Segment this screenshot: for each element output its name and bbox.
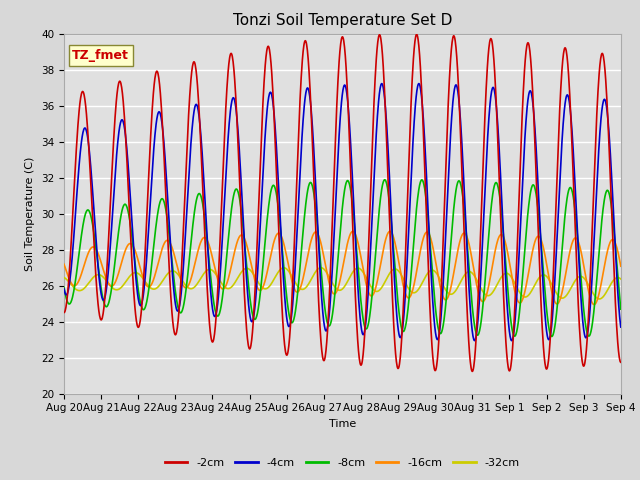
-4cm [415,81,422,86]
Line: -2cm: -2cm [64,35,621,372]
-2cm [429,358,437,363]
-2cm [502,345,510,350]
-32cm [429,267,437,273]
-16cm [246,257,254,263]
-16cm [170,252,178,258]
Text: TZ_fmet: TZ_fmet [72,49,129,62]
-32cm [617,276,625,282]
-8cm [184,271,191,277]
Line: -4cm: -4cm [64,84,621,341]
-8cm [552,320,559,325]
X-axis label: Time: Time [329,419,356,429]
-8cm [617,306,625,312]
-16cm [590,301,598,307]
-16cm [349,228,356,234]
-16cm [60,261,68,267]
-2cm [246,346,254,351]
-16cm [617,264,625,269]
-8cm [246,297,254,302]
-8cm [381,177,388,182]
-4cm [502,282,509,288]
-32cm [596,296,604,302]
-4cm [617,324,625,330]
-2cm [552,216,559,222]
-2cm [184,127,191,133]
-8cm [60,285,68,290]
-32cm [60,275,68,280]
Line: -16cm: -16cm [64,231,621,304]
-32cm [551,288,559,294]
-4cm [60,286,68,292]
-2cm [617,360,625,365]
-4cm [170,292,178,298]
-32cm [502,270,509,276]
-2cm [413,32,420,37]
-16cm [184,284,191,289]
-8cm [429,279,437,285]
-8cm [548,334,556,339]
-8cm [502,264,509,269]
-32cm [170,268,178,274]
-32cm [184,285,191,290]
-16cm [429,246,437,252]
-4cm [246,314,254,320]
-32cm [246,267,254,273]
-2cm [468,369,476,374]
-4cm [429,304,437,310]
-4cm [552,267,559,273]
-2cm [170,329,178,335]
-16cm [551,299,559,305]
Line: -32cm: -32cm [64,268,621,299]
Y-axis label: Soil Temperature (C): Soil Temperature (C) [26,156,35,271]
-2cm [60,310,68,315]
-4cm [508,338,516,344]
-8cm [170,280,178,286]
Line: -8cm: -8cm [64,180,621,336]
-32cm [317,265,324,271]
Legend: -2cm, -4cm, -8cm, -16cm, -32cm: -2cm, -4cm, -8cm, -16cm, -32cm [161,453,524,472]
-4cm [184,190,191,195]
-16cm [502,241,509,247]
Title: Tonzi Soil Temperature Set D: Tonzi Soil Temperature Set D [233,13,452,28]
